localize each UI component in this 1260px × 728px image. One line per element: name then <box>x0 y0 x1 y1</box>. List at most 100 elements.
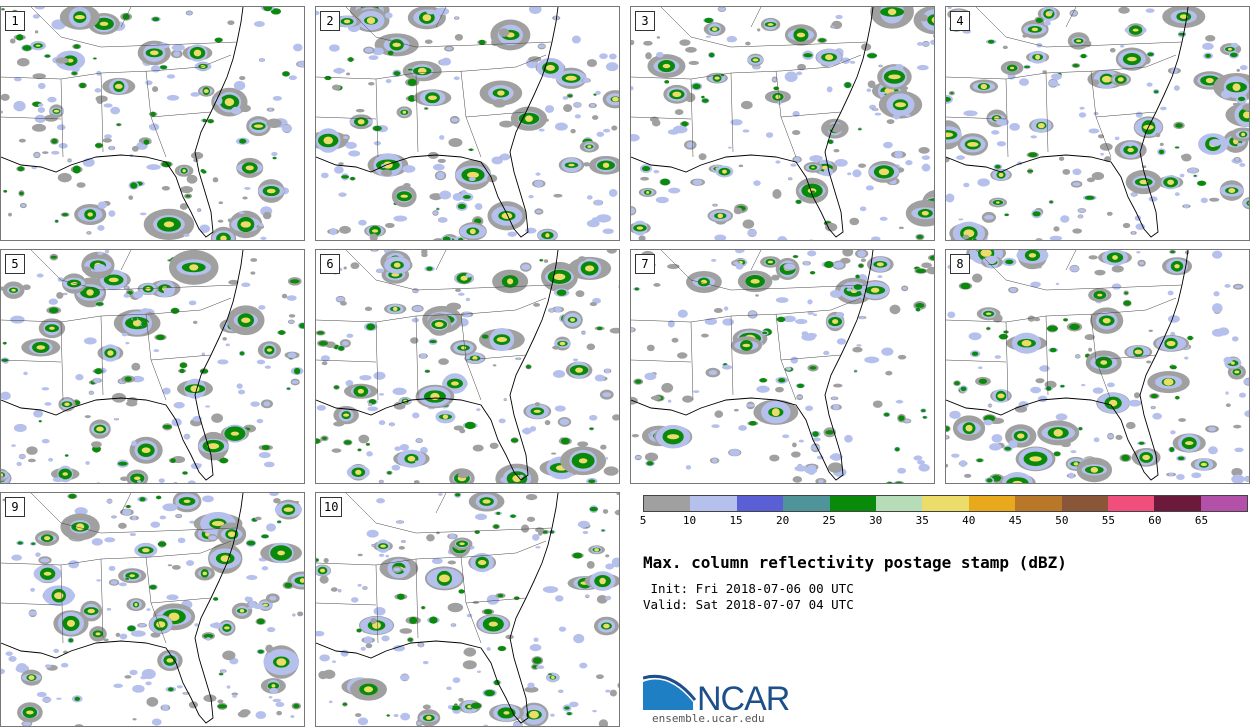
storm-cell <box>986 327 991 330</box>
storm-cell <box>609 327 619 334</box>
storm-cell <box>895 63 904 71</box>
storm-cell <box>823 123 833 131</box>
storm-cell <box>493 156 502 165</box>
storm-cell <box>829 290 842 298</box>
storm-cell <box>810 271 816 275</box>
storm-cell <box>193 320 198 324</box>
storm-cell <box>949 410 961 419</box>
storm-cell <box>1101 75 1112 83</box>
storm-cell <box>510 438 519 443</box>
storm-cell <box>527 682 535 689</box>
storm-cell <box>853 370 858 372</box>
storm-cell <box>365 443 370 446</box>
storm-cell <box>1248 202 1249 205</box>
storm-cell <box>168 259 171 262</box>
storm-cell <box>593 93 597 96</box>
storm-cell <box>19 454 26 459</box>
storm-cell <box>1167 179 1175 185</box>
storm-cell <box>963 182 970 188</box>
storm-cell <box>457 292 465 296</box>
storm-cell <box>104 134 112 139</box>
storm-cell <box>558 626 567 632</box>
storm-cell <box>146 608 151 611</box>
storm-cell <box>357 448 362 452</box>
storm-cell <box>1051 73 1062 80</box>
storm-cell <box>1021 340 1032 347</box>
state-border <box>1045 72 1049 153</box>
storm-cell <box>501 212 513 219</box>
storm-cell <box>1246 411 1249 417</box>
storm-cell <box>103 103 113 108</box>
storm-cell <box>50 255 57 259</box>
storm-cell <box>214 96 223 105</box>
storm-cell <box>701 333 709 338</box>
storm-cell <box>8 212 12 217</box>
storm-cell <box>74 507 88 516</box>
storm-cell <box>811 166 815 169</box>
storm-cell <box>373 141 382 145</box>
storm-cell <box>454 678 459 683</box>
storm-cell <box>74 14 85 20</box>
storm-cell <box>1006 477 1029 483</box>
storm-cell <box>895 481 903 483</box>
storm-cell <box>915 456 921 461</box>
storm-cell <box>186 11 192 15</box>
storm-cell <box>211 413 223 423</box>
storm-cell <box>574 114 581 119</box>
storm-cell <box>723 306 729 311</box>
storm-cell <box>1174 85 1180 91</box>
storm-cell <box>1086 177 1095 183</box>
storm-cell <box>926 266 934 275</box>
storm-cell <box>987 39 995 44</box>
storm-cell <box>686 465 691 469</box>
storm-cell <box>796 383 804 389</box>
storm-cell <box>272 151 277 157</box>
storm-cell <box>64 402 70 407</box>
storm-cell <box>1175 123 1183 128</box>
storm-cell <box>266 188 276 194</box>
storm-cell <box>156 495 162 500</box>
storm-cell <box>438 217 448 223</box>
storm-cell <box>1131 231 1136 235</box>
storm-cell <box>153 720 160 724</box>
storm-cell <box>528 195 534 199</box>
storm-cell <box>125 341 130 345</box>
storm-cell <box>771 408 780 417</box>
storm-cell <box>1193 174 1197 177</box>
storm-cell <box>160 42 168 49</box>
storm-cell <box>646 461 654 466</box>
storm-cell <box>614 509 619 516</box>
storm-cell <box>34 114 46 124</box>
storm-cell <box>474 203 483 210</box>
storm-cell <box>692 83 701 90</box>
storm-cell <box>53 649 59 653</box>
storm-cell <box>893 113 900 120</box>
storm-cell <box>478 560 487 566</box>
storm-cell <box>1 8 5 11</box>
storm-cell <box>139 212 147 216</box>
storm-cell <box>605 689 611 693</box>
storm-cell <box>1220 328 1227 335</box>
storm-cell <box>775 160 781 164</box>
storm-cell <box>213 622 221 629</box>
storm-cell <box>35 44 41 47</box>
storm-cell <box>875 113 880 116</box>
storm-cell <box>898 415 905 421</box>
storm-cell <box>530 427 536 431</box>
storm-cell <box>338 589 342 592</box>
storm-cell <box>543 118 549 122</box>
storm-cell <box>921 409 926 413</box>
storm-cell <box>586 343 596 351</box>
storm-cell <box>150 111 156 117</box>
storm-cell <box>1208 446 1218 455</box>
storm-cell <box>536 665 545 670</box>
storm-cell <box>246 574 258 581</box>
storm-cell <box>554 122 568 131</box>
storm-cell <box>757 28 761 32</box>
state-border <box>415 315 419 396</box>
storm-cell <box>253 21 265 28</box>
storm-cell <box>532 533 540 541</box>
storm-cell <box>253 603 265 610</box>
storm-cell <box>131 362 141 371</box>
storm-cell <box>261 445 270 450</box>
